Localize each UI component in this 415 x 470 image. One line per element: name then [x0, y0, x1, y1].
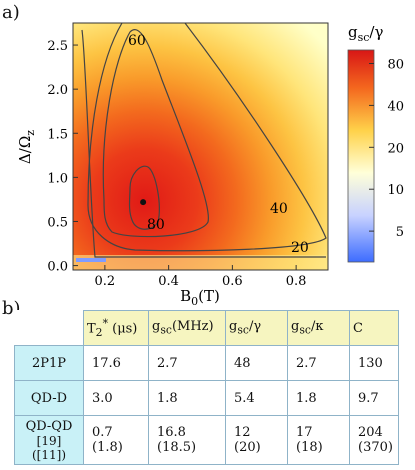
y-tick-label: 1.5: [47, 127, 68, 142]
colorbar-tick-label: 40: [387, 99, 404, 114]
table-cell: 0.7 (1.8): [83, 415, 149, 465]
colorbar-tick-label: 20: [387, 141, 404, 156]
contour-80: [128, 165, 160, 230]
table-cell: 204 (370): [349, 415, 399, 465]
low-value-strip: [76, 258, 106, 262]
table-cell: 48: [225, 345, 288, 381]
y-axis-label: Δ/Ωz: [16, 130, 37, 164]
contour-20: [81, 29, 326, 258]
table-cell: 12 (20): [225, 415, 288, 465]
y-tick-label: 1.0: [47, 171, 68, 186]
y-tick-label: 0.5: [47, 215, 68, 230]
table-cell: 2.7: [148, 345, 226, 381]
table-cell: 1.8: [287, 380, 350, 416]
plot-frame: [72, 22, 329, 271]
row-header: QD-QD [19] ([11]): [14, 415, 84, 465]
contour-label: 60: [128, 33, 146, 49]
panel-a-label: a): [2, 2, 20, 23]
contour-label: 40: [270, 201, 288, 217]
column-header: gsc/γ: [225, 310, 288, 346]
contour-label: 80: [147, 217, 165, 233]
row-header: 2P1P: [14, 345, 84, 381]
optimum-marker: [140, 199, 147, 206]
x-tick-label: 0.4: [158, 274, 179, 289]
row-header: QD-D: [14, 380, 84, 416]
x-tick-label: 0.2: [95, 274, 116, 289]
table-cell: 5.4: [225, 380, 288, 416]
table-header-row: T2* (μs) gsc(MHz) gsc/γ gsc/κ C: [14, 310, 399, 346]
y-tick-label: 2.0: [47, 83, 68, 98]
contour-60: [102, 29, 209, 238]
table-cell: 130: [349, 345, 399, 381]
table-row: 2P1P 17.6 2.7 48 2.7 130: [14, 345, 399, 381]
table-cell: 17 (18): [287, 415, 350, 465]
colorbar-tick-label: 80: [387, 57, 404, 72]
parameters-table: T2* (μs) gsc(MHz) gsc/γ gsc/κ C 2P1P 17.6 2.7 4…: [14, 310, 399, 465]
table-cell: 16.8 (18.5): [148, 415, 226, 465]
table-cell: 1.8: [148, 380, 226, 416]
table-corner: [14, 310, 84, 346]
table-cell: 17.6: [83, 345, 149, 381]
x-tick-label: 0.8: [286, 274, 307, 289]
column-header: T2* (μs): [83, 310, 149, 346]
colorbar: [347, 49, 375, 263]
colorbar-label: gsc/γ: [348, 23, 383, 44]
y-tick-label: 2.5: [47, 39, 68, 54]
heatmap-field: [73, 23, 328, 270]
table-cell: 3.0: [83, 380, 149, 416]
table-cell: 2.7: [287, 345, 350, 381]
colorbar-tick-label: 5: [396, 225, 404, 240]
y-tick-label: 0.0: [47, 260, 68, 275]
heatmap-chart: 60 80 40 20 0.2 0.4 0.6 0.8 0.0 0.5 1.0 1.5 2.0…: [16, 22, 404, 305]
table-row: QD-D 3.0 1.8 5.4 1.8 9.7: [14, 380, 399, 416]
column-header: gsc/κ: [287, 310, 350, 346]
colorbar-tick-label: 10: [387, 183, 404, 198]
column-header: gsc(MHz): [148, 310, 226, 346]
x-tick-label: 0.6: [222, 274, 243, 289]
column-header: C: [349, 310, 399, 346]
x-axis-label: B0(T): [180, 287, 220, 305]
table-cell: 9.7: [349, 380, 399, 416]
contour-40: [87, 23, 327, 252]
table-row: QD-QD [19] ([11]) 0.7 (1.8) 16.8 (18.5) 12 (20)…: [14, 415, 399, 465]
contour-label: 20: [291, 240, 309, 256]
